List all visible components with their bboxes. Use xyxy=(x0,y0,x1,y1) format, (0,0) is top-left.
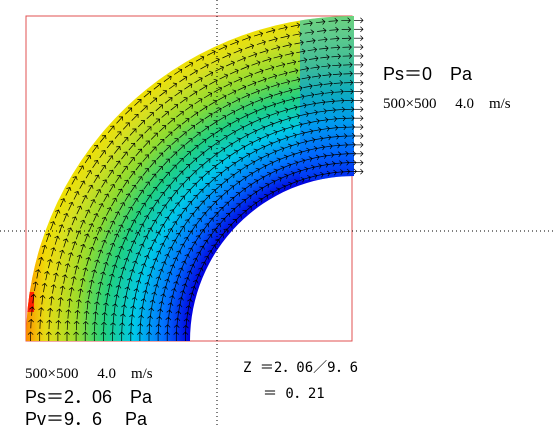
loss-coefficient-result: ＝ 0．21 xyxy=(263,383,325,403)
outlet-grid-velocity: 500×500 4.0 m/s xyxy=(383,92,511,113)
inlet-velocity-pressure: Pv＝9．6 Pa xyxy=(25,405,147,431)
outlet-static-pressure: Ps＝0 Pa xyxy=(383,60,472,86)
inlet-grid-velocity: 500×500 4.0 m/s xyxy=(25,362,153,383)
loss-coefficient-equation: Z ＝2．06／9．6 xyxy=(243,357,358,377)
